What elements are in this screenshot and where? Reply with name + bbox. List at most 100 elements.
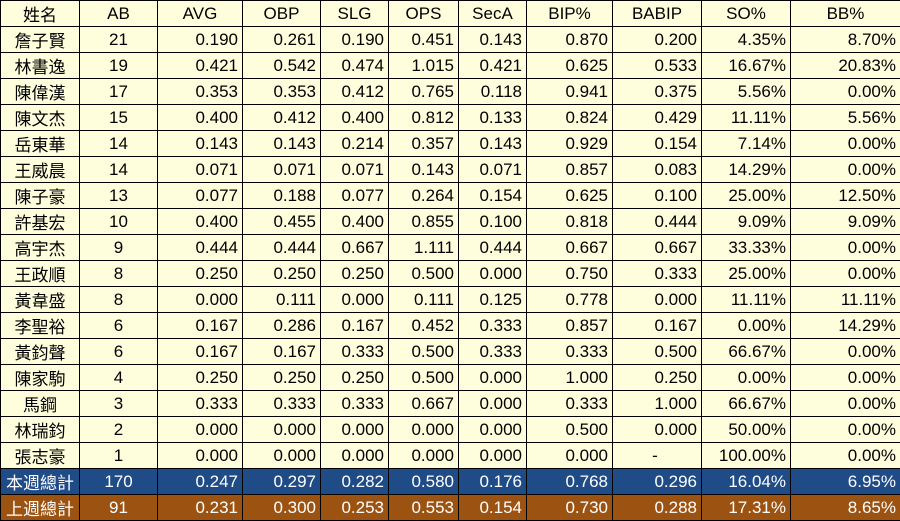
cell-slg: 0.000 [321,443,389,469]
cell-obp: 0.261 [243,27,321,53]
cell-so: 0.00% [702,313,791,339]
cell-seca: 0.154 [459,183,527,209]
column-header-avg: AVG [158,1,243,27]
cell-babip: 1.000 [613,391,702,417]
cell-obp: 0.071 [243,157,321,183]
cell-bb: 0.00% [791,391,900,417]
cell-bb: 0.00% [791,157,900,183]
cell-name: 王威晨 [1,157,80,183]
cell-ops: 0.264 [389,183,459,209]
cell-bip: 0.625 [527,183,613,209]
cell-ab: 14 [80,157,158,183]
cell-obp: 0.333 [243,391,321,417]
cell-slg: 0.400 [321,105,389,131]
cell-bip: 0.870 [527,27,613,53]
cell-seca: 0.333 [459,339,527,365]
cell-ab: 21 [80,27,158,53]
cell-avg: 0.247 [158,469,243,495]
cell-ops: 0.143 [389,157,459,183]
cell-slg: 0.250 [321,261,389,287]
cell-so: 11.11% [702,105,791,131]
cell-so: 7.14% [702,131,791,157]
cell-ab: 6 [80,339,158,365]
cell-bb: 0.00% [791,131,900,157]
cell-seca: 0.133 [459,105,527,131]
cell-obp: 0.143 [243,131,321,157]
cell-bip: 0.333 [527,339,613,365]
column-header-so: SO% [702,1,791,27]
cell-name: 陳文杰 [1,105,80,131]
cell-avg: 0.000 [158,443,243,469]
cell-ab: 9 [80,235,158,261]
cell-obp: 0.250 [243,365,321,391]
cell-obp: 0.250 [243,261,321,287]
cell-name: 許基宏 [1,209,80,235]
cell-seca: 0.000 [459,391,527,417]
cell-name: 林瑞鈞 [1,417,80,443]
cell-slg: 0.214 [321,131,389,157]
cell-slg: 0.333 [321,391,389,417]
cell-obp: 0.455 [243,209,321,235]
cell-ab: 91 [80,495,158,521]
cell-babip: 0.200 [613,27,702,53]
cell-bip: 0.000 [527,443,613,469]
cell-avg: 0.250 [158,261,243,287]
cell-slg: 0.000 [321,287,389,313]
cell-avg: 0.400 [158,209,243,235]
cell-slg: 0.253 [321,495,389,521]
cell-avg: 0.250 [158,365,243,391]
cell-babip: 0.444 [613,209,702,235]
cell-avg: 0.167 [158,339,243,365]
cell-seca: 0.333 [459,313,527,339]
cell-seca: 0.421 [459,53,527,79]
cell-slg: 0.282 [321,469,389,495]
cell-bb: 5.56% [791,105,900,131]
cell-seca: 0.100 [459,209,527,235]
cell-avg: 0.444 [158,235,243,261]
cell-name: 林書逸 [1,53,80,79]
cell-name: 詹子賢 [1,27,80,53]
cell-bb: 0.00% [791,339,900,365]
cell-babip: 0.000 [613,287,702,313]
column-header-seca: SecA [459,1,527,27]
cell-ops: 0.553 [389,495,459,521]
cell-avg: 0.077 [158,183,243,209]
cell-seca: 0.000 [459,417,527,443]
cell-so: 33.33% [702,235,791,261]
cell-bb: 11.11% [791,287,900,313]
cell-slg: 0.071 [321,157,389,183]
cell-seca: 0.444 [459,235,527,261]
cell-bb: 12.50% [791,183,900,209]
cell-babip: 0.250 [613,365,702,391]
column-header-bb: BB% [791,1,900,27]
cell-ab: 1 [80,443,158,469]
cell-bb: 0.00% [791,235,900,261]
cell-avg: 0.000 [158,287,243,313]
cell-obp: 0.353 [243,79,321,105]
cell-obp: 0.000 [243,417,321,443]
cell-slg: 0.412 [321,79,389,105]
cell-obp: 0.297 [243,469,321,495]
cell-babip: 0.333 [613,261,702,287]
cell-obp: 0.300 [243,495,321,521]
cell-bip: 0.857 [527,313,613,339]
cell-avg: 0.400 [158,105,243,131]
cell-name: 李聖裕 [1,313,80,339]
cell-ab: 6 [80,313,158,339]
cell-seca: 0.176 [459,469,527,495]
cell-ab: 15 [80,105,158,131]
cell-ops: 0.452 [389,313,459,339]
